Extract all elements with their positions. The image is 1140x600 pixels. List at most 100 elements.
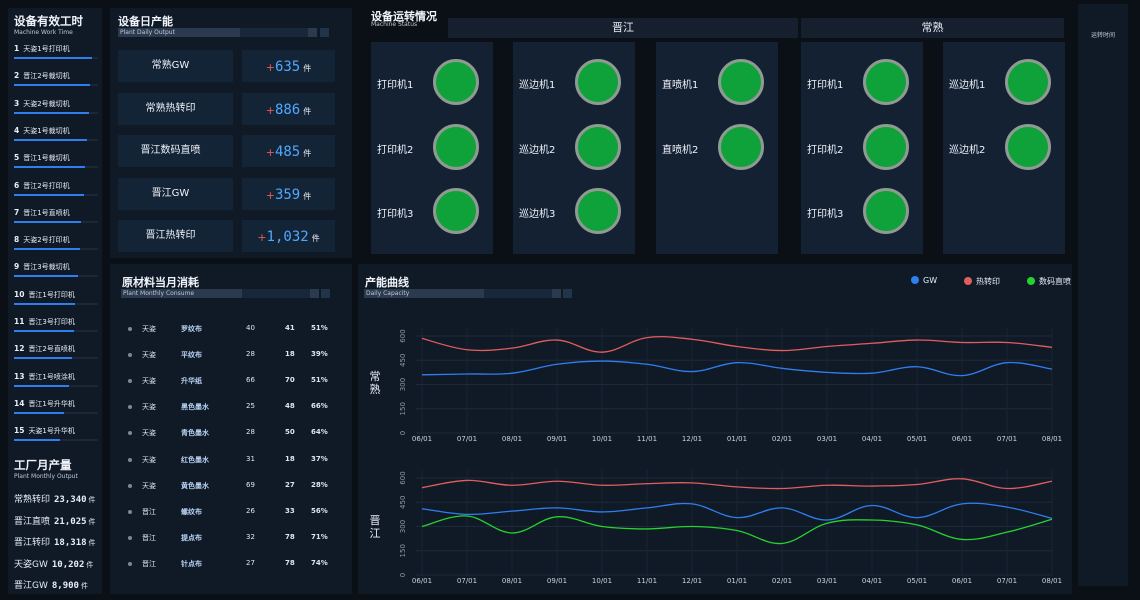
work-time-bar [14, 439, 61, 442]
capacity-control-1[interactable] [552, 289, 561, 298]
consume-a: 28 [246, 428, 255, 437]
machine-row[interactable]: 打印机2 [371, 123, 493, 174]
work-time-bar [14, 384, 70, 387]
daily-output-unit: 件 [303, 106, 312, 116]
daily-output-value-box: +485 件 [242, 135, 335, 167]
bullet-icon [128, 431, 132, 436]
machine-row[interactable]: 直喷机1 [656, 59, 778, 109]
consume-row: 天姿 青色墨水 28 50 64% [110, 426, 352, 440]
consume-plant: 天姿 [142, 325, 156, 333]
machine-row[interactable]: 巡边机2 [943, 123, 1065, 174]
work-time-track [14, 302, 98, 305]
work-time-item: 9 晋江3号裁切机 [14, 262, 98, 278]
daily-output-value-box: +886 件 [242, 92, 335, 125]
series-line-0 [421, 502, 1053, 521]
machine-name: 打印机2 [377, 144, 414, 156]
machine-name: 打印机3 [807, 209, 844, 220]
machine-status-panel: 设备运转情况 Machine Status 晋江 常熟 打印机1 打印机2 打印机3… [358, 4, 1072, 260]
work-time-bar [14, 166, 86, 169]
work-time-rank: 13 [14, 371, 25, 381]
daily-output-value: 635 [274, 59, 301, 75]
legend-heat-transfer[interactable]: 热转印 [964, 276, 1000, 287]
work-time-rank: 5 [14, 153, 20, 163]
daily-output-value-box: +1,032 件 [242, 220, 335, 252]
machine-row[interactable]: 打印机3 [801, 188, 923, 238]
work-time-item-label: 14 晋江1号升华机 [14, 399, 98, 409]
daily-output-control-1[interactable] [308, 28, 317, 37]
plant-output-unit: 件 [80, 582, 88, 590]
x-tick-label: 06/01 [412, 577, 432, 585]
machine-name: 打印机3 [377, 209, 414, 220]
x-tick-label: 08/01 [502, 435, 522, 443]
work-time-item: 14 晋江1号升华机 [14, 399, 98, 414]
status-indicator-icon [1005, 123, 1051, 170]
machine-row[interactable]: 巡边机2 [513, 123, 635, 174]
consume-row: 晋江 针点布 27 78 74% [110, 557, 352, 571]
work-time-track [14, 357, 98, 360]
plant-output-value: 21,025 [54, 516, 87, 527]
bullet-icon [128, 535, 132, 540]
plant-output-value: 23,340 [54, 495, 87, 505]
machine-row[interactable]: 巡边机1 [943, 59, 1065, 109]
machine-row[interactable]: 打印机2 [801, 123, 923, 174]
work-time-track [14, 220, 98, 223]
consume-title: 原材料当月消耗 [122, 276, 199, 289]
machine-row[interactable]: 巡边机1 [513, 59, 635, 109]
consume-pct: 64% [311, 428, 328, 437]
consume-plant: 天姿 [142, 403, 156, 412]
machine-row[interactable]: 打印机3 [371, 188, 493, 238]
consume-row: 天姿 平纹布 28 18 39% [110, 348, 352, 362]
machine-row[interactable]: 打印机1 [371, 59, 493, 109]
machine-row[interactable]: 直喷机2 [656, 123, 778, 174]
group-header-jinjiang: 晋江 [448, 18, 798, 38]
machine-name: 打印机1 [377, 80, 414, 91]
daily-output-unit: 件 [303, 191, 312, 201]
consume-b: 18 [285, 454, 295, 463]
status-indicator-icon [863, 123, 909, 170]
consume-a: 26 [246, 506, 255, 515]
daily-output-control-2[interactable] [320, 28, 329, 37]
x-tick-label: 11/01 [637, 435, 657, 443]
work-time-title: 设备有效工时 [14, 14, 83, 28]
machine-name: 打印机1 [807, 80, 844, 91]
daily-output-subtitle-track [240, 28, 308, 37]
legend-digital-direct[interactable]: 数码直喷 [1027, 276, 1071, 287]
consume-control-1[interactable] [310, 289, 319, 298]
plant-output-value: 8,900 [51, 581, 79, 591]
work-time-item-label: 6 晋江2号打印机 [14, 181, 98, 191]
work-time-item: 12 晋江2号直喷机 [14, 344, 98, 360]
bullet-icon [128, 509, 132, 514]
plant-output-row: 晋江GW 8,900 件 [14, 578, 88, 591]
machine-name: 打印机2 [807, 144, 844, 156]
machine-row[interactable]: 打印机1 [801, 59, 923, 109]
work-time-rank: 14 [14, 398, 25, 408]
consume-b: 70 [285, 376, 295, 385]
consume-control-2[interactable] [321, 289, 330, 298]
x-tick-label: 03/01 [817, 577, 837, 585]
status-indicator-icon [575, 123, 621, 170]
capacity-chart-1: 0 150 300 450 600 06/01 07/01 08/01 09/01 10/01 11… [399, 470, 1062, 585]
capacity-charts: 0 150 300 450 600 06/01 07/01 08/01 09/01 10/01 11… [399, 328, 1062, 585]
capacity-control-2[interactable] [563, 289, 572, 298]
work-time-rank: 7 [14, 207, 20, 217]
legend-gw-swatch [911, 276, 919, 284]
plant-output-unit: 件 [88, 496, 96, 504]
consume-a: 31 [246, 454, 255, 463]
daily-output-plus: + [265, 103, 275, 117]
work-time-rank: 8 [14, 235, 20, 245]
x-tick-label: 04/01 [862, 577, 882, 585]
legend-gw[interactable]: GW [911, 276, 937, 285]
x-tick-label: 02/01 [772, 435, 792, 443]
plant-output-name: 晋江转印 [14, 538, 51, 548]
daily-output-value: 1,032 [266, 229, 309, 245]
y-tick-label: 600 [399, 471, 407, 484]
x-tick-label: 06/01 [952, 577, 972, 585]
x-tick-label: 03/01 [817, 435, 837, 443]
work-time-item-label: 5 晋江1号裁切机 [14, 153, 98, 163]
daily-output-name: 常熟热转印 [118, 92, 233, 125]
consume-row: 天姿 红色墨水 31 18 37% [110, 453, 352, 467]
machine-row[interactable]: 巡边机3 [513, 188, 635, 238]
work-time-bar [14, 220, 82, 223]
status-indicator-icon [433, 59, 479, 105]
